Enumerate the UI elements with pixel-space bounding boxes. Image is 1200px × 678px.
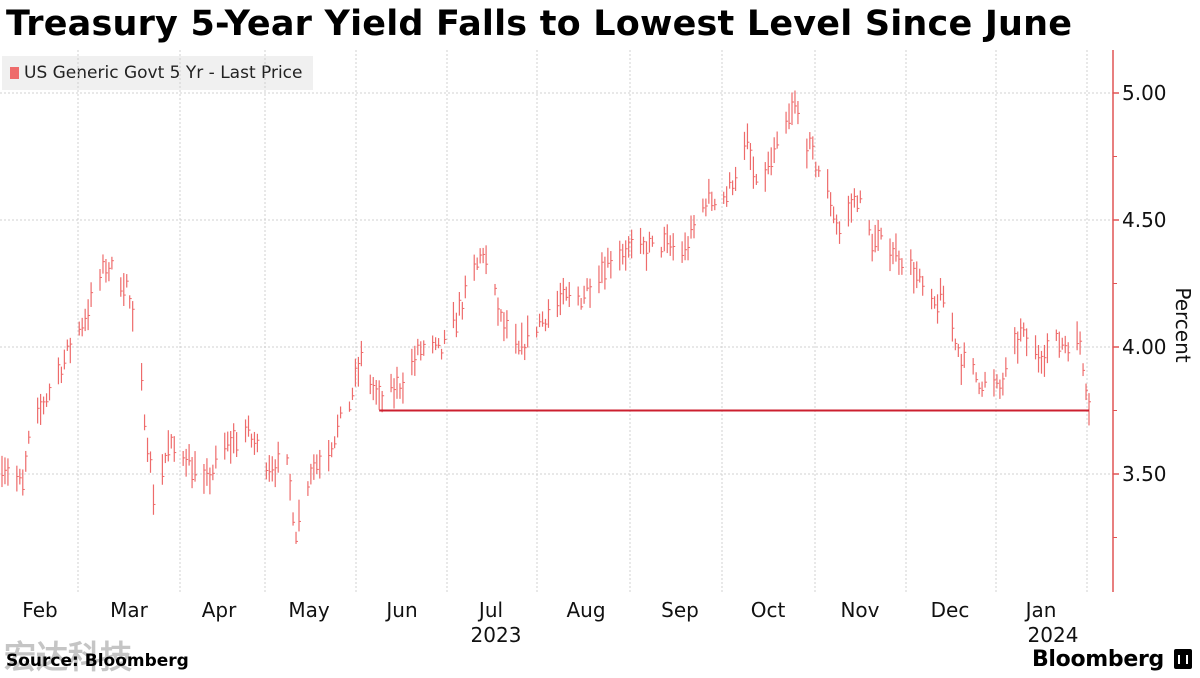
legend-swatch	[10, 67, 19, 79]
y-tick-label: 5.00	[1122, 81, 1167, 105]
legend-label: US Generic Govt 5 Yr - Last Price	[24, 63, 303, 83]
x-axis-labels: Feb Mar Apr May Jun Jul Aug Sep Oct Nov Dec Jan 2023…	[22, 598, 1078, 647]
x-tick-label: Sep	[661, 598, 699, 622]
chart-title: Treasury 5-Year Yield Falls to Lowest Le…	[6, 4, 1073, 44]
source-label: Source: Bloomberg	[6, 651, 189, 671]
y-tick-label: 4.00	[1122, 335, 1167, 359]
x-tick-label: Jun	[384, 598, 417, 622]
y-axis-title: Percent	[1171, 287, 1195, 362]
x-tick-label: Jul	[477, 598, 503, 622]
x-tick-label: Nov	[840, 598, 879, 622]
x-tick-label: Mar	[110, 598, 149, 622]
x-tick-label: Oct	[751, 598, 786, 622]
y-tick-label: 4.50	[1122, 208, 1167, 232]
x-year-label: 2023	[471, 623, 522, 647]
y-axis: 3.50 4.00 4.50 5.00 Percent	[1112, 50, 1195, 592]
grid-lines	[0, 50, 1113, 592]
chart-legend: US Generic Govt 5 Yr - Last Price	[2, 56, 313, 90]
x-tick-label: Jan	[1024, 598, 1057, 622]
x-tick-label: May	[288, 598, 330, 622]
x-year-label: 2024	[1028, 623, 1079, 647]
x-tick-label: Apr	[202, 598, 237, 622]
x-tick-label: Aug	[566, 598, 605, 622]
x-tick-label: Dec	[931, 598, 970, 622]
y-tick-label: 3.50	[1122, 462, 1167, 486]
x-tick-label: Feb	[22, 598, 57, 622]
price-series	[1, 90, 1091, 544]
bloomberg-logo-icon	[1174, 649, 1192, 669]
brand-wordmark: Bloomberg	[1031, 647, 1164, 672]
watermark-text: 宏达科技	[4, 638, 133, 676]
